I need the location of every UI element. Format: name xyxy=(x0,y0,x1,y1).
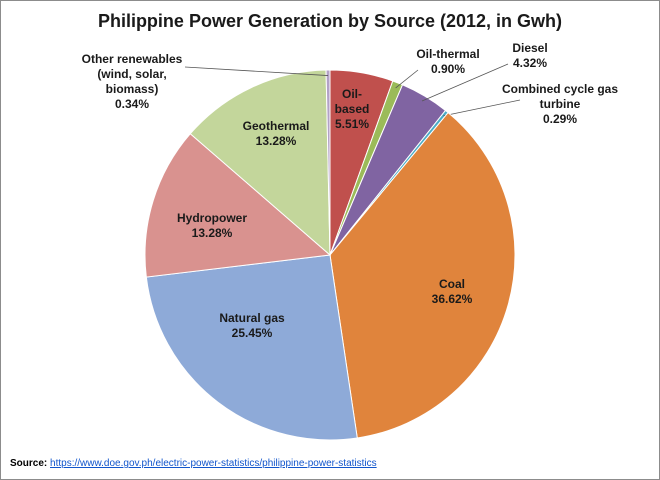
value-label: 36.62% xyxy=(432,292,473,306)
value-label: 4.32% xyxy=(513,56,547,70)
category-label: Other renewables (wind, solar, biomass) xyxy=(82,52,183,96)
pie-slice xyxy=(189,69,331,257)
category-label: Oil-based xyxy=(335,87,370,116)
category-label: Geothermal xyxy=(243,119,310,133)
leader-line xyxy=(184,66,329,76)
pie-slice xyxy=(144,133,332,278)
value-label: 13.28% xyxy=(256,134,297,148)
value-label: 0.29% xyxy=(543,112,577,126)
pie-slice xyxy=(329,111,516,439)
pie-slice xyxy=(325,69,331,256)
source: Source: https://www.doe.gov.ph/electric-… xyxy=(10,458,377,469)
category-label: Hydropower xyxy=(177,211,247,225)
category-label: Combined cycle gas turbine xyxy=(502,82,618,111)
value-label: 13.28% xyxy=(192,226,233,240)
data-label: Other renewables (wind, solar, biomass)0.3… xyxy=(82,52,183,111)
leader-line xyxy=(421,63,509,102)
category-label: Oil-thermal xyxy=(416,47,479,61)
value-label: 0.34% xyxy=(115,97,149,111)
value-label: 0.90% xyxy=(431,62,465,76)
value-label: 25.45% xyxy=(232,326,273,340)
pie-slice xyxy=(145,254,358,441)
category-label: Coal xyxy=(439,277,465,291)
source-link[interactable]: https://www.doe.gov.ph/electric-power-st… xyxy=(50,458,377,469)
value-label: 5.51% xyxy=(335,117,369,131)
leader-line xyxy=(395,69,419,89)
category-label: Natural gas xyxy=(219,311,285,325)
leader-line xyxy=(443,99,521,117)
category-label: Diesel xyxy=(512,41,547,55)
chart-title: Philippine Power Generation by Source (2… xyxy=(98,11,562,31)
source-label: Source: xyxy=(10,458,48,469)
